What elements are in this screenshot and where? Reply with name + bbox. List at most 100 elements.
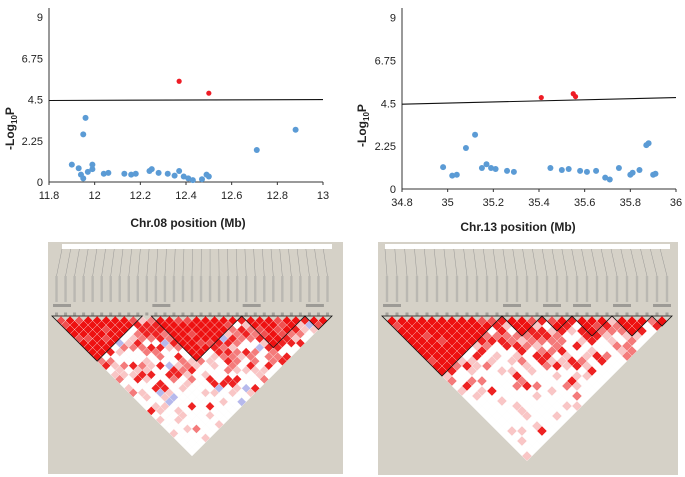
snp-point <box>652 170 659 177</box>
ld-block-outline <box>571 315 613 337</box>
snp-name-label <box>136 276 140 302</box>
snp-index-marker <box>515 312 519 316</box>
x-tick-label: 11.8 <box>39 190 60 202</box>
snp-leader-line <box>119 248 124 277</box>
snp-leader-line <box>83 248 89 277</box>
snp-index-marker <box>555 312 559 316</box>
manhattan-plot-chr13: 34.8 35 35.2 35.4 35.6 35.8 36 0 2.25 4.5 6.75 9 Ch… <box>355 8 682 234</box>
snp-leader-line <box>620 248 628 277</box>
snp-point <box>171 172 178 179</box>
snp-name-label <box>290 276 293 302</box>
snp-leader-line <box>502 248 508 277</box>
snp-leader-line <box>182 248 185 277</box>
snp-name-label <box>445 276 449 302</box>
ld-heatmap-chr08 <box>48 242 343 474</box>
snp-leader-line <box>394 248 398 277</box>
snp-index-marker <box>605 312 609 316</box>
snp-name-label <box>254 276 257 302</box>
ld-header-strip <box>62 244 332 249</box>
snp-point <box>180 173 187 180</box>
snp-index-marker <box>181 312 185 316</box>
snp-index-marker <box>280 312 284 316</box>
snp-leader-line <box>483 248 488 277</box>
snp-index-marker <box>154 312 158 316</box>
snp-leader-line <box>110 248 115 277</box>
snp-name-label <box>226 276 230 302</box>
x-tick-label: 12.4 <box>175 190 196 202</box>
y-label-subscript: 10 <box>362 112 371 121</box>
snp-name-label <box>635 276 639 302</box>
snp-leader-line <box>453 248 458 277</box>
x-tick-label: 35.4 <box>528 197 549 209</box>
snp-index-marker <box>136 312 140 316</box>
ld-block-outline <box>150 315 243 362</box>
ld-block-label <box>53 304 71 307</box>
snp-name-label <box>308 276 311 302</box>
snp-point <box>155 169 162 176</box>
snp-point <box>504 167 511 174</box>
snp-name-label <box>395 276 399 302</box>
snp-point <box>615 165 622 172</box>
snp-point <box>128 171 135 178</box>
snp-name-label <box>272 276 275 302</box>
snp-name-label <box>545 276 549 302</box>
snp-name-label <box>655 276 659 302</box>
snp-index-marker <box>235 312 239 316</box>
snp-leader-line <box>551 248 558 277</box>
snp-point <box>583 168 590 175</box>
snp-name-label <box>127 276 130 302</box>
ld-block-outline <box>51 315 144 362</box>
snp-name-label <box>64 276 67 302</box>
snp-leader-line <box>270 248 274 277</box>
significant-snp-point <box>572 93 579 100</box>
snp-name-label <box>73 276 76 302</box>
snp-name-label <box>118 276 121 302</box>
snp-name-label <box>55 276 58 302</box>
snp-index-marker <box>455 312 459 316</box>
snp-point <box>472 131 479 138</box>
snp-leader-line <box>191 248 193 277</box>
snp-leader-line <box>235 248 238 277</box>
ld-block-outline <box>501 315 543 337</box>
snp-point <box>198 176 205 183</box>
snp-index-marker <box>565 312 569 316</box>
snp-index-marker <box>55 312 59 316</box>
snp-index-marker <box>405 312 409 316</box>
snp-index-marker <box>73 312 77 316</box>
snp-name-label <box>91 276 94 302</box>
snp-index-marker <box>505 312 509 316</box>
y-tick-label: 0 <box>390 184 396 196</box>
snp-name-label <box>665 276 669 302</box>
snp-index-marker <box>655 312 659 316</box>
snp-leader-line <box>492 248 498 277</box>
x-tick-label: 12 <box>89 190 101 202</box>
ld-block-label <box>242 304 261 307</box>
snp-point <box>80 131 87 138</box>
snp-name-label <box>525 276 529 302</box>
snp-index-marker <box>545 312 549 316</box>
ld-block-label <box>503 304 521 307</box>
x-tick-label: 34.8 <box>391 197 412 209</box>
snp-leader-line <box>128 248 132 277</box>
snp-point <box>478 165 485 172</box>
snp-leader-line <box>101 248 106 277</box>
x-axis-label: Chr.13 position (Mb) <box>460 220 575 234</box>
snp-point <box>645 140 652 147</box>
ld-block-label <box>543 304 561 307</box>
x-tick-label: 12.2 <box>130 190 151 202</box>
snp-index-marker <box>325 312 329 316</box>
significance-threshold-line <box>48 99 324 102</box>
snp-leader-line <box>591 248 598 277</box>
snp-point <box>629 169 636 176</box>
snp-name-label <box>281 276 284 302</box>
ld-block-label <box>152 304 171 307</box>
snp-leader-line <box>305 248 310 277</box>
snp-leader-line <box>610 248 618 277</box>
snp-index-marker <box>127 312 131 316</box>
snp-leader-line <box>56 248 63 277</box>
snp-name-label <box>82 276 85 302</box>
snp-leader-line <box>146 248 150 277</box>
snp-point <box>148 166 155 173</box>
ld-block-outline <box>611 315 653 337</box>
